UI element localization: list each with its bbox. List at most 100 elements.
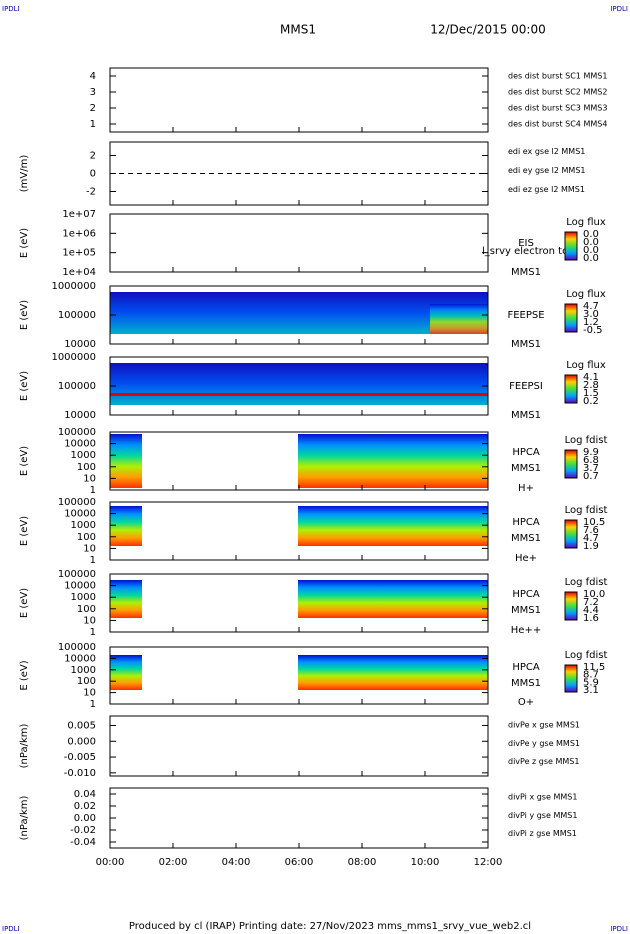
colorbar (564, 374, 578, 404)
colorbar-tick-label: 11.5 (583, 662, 605, 673)
y-tick-label: 0.04 (74, 789, 96, 800)
y-tick-label: 1 (90, 485, 96, 496)
colorbar (564, 231, 578, 261)
colorbar-tick-label: 4.7 (583, 533, 599, 544)
colorbar-tick-label: 6.8 (583, 455, 599, 466)
series-label: edi ez gse l2 MMS1 (508, 185, 585, 194)
colorbar-tick-label: 3.0 (583, 309, 599, 320)
colorbar-tick-label: 10.0 (583, 589, 605, 600)
colorbar-tick-label: 3.7 (583, 463, 599, 474)
instrument-label: HPCA (512, 589, 540, 600)
y-tick-label: 10 (83, 688, 96, 699)
y-tick-label: 100000 (58, 427, 96, 438)
y-tick-label: 0.00 (74, 813, 96, 824)
colorbar-title: Log fdist (565, 505, 608, 516)
colorbar-tick-label: 0.2 (583, 396, 599, 407)
colorbar-tick-label: 0.0 (583, 229, 599, 240)
y-axis-label: E (eV) (19, 588, 30, 618)
series-label: divPe x gse MMS1 (508, 721, 580, 730)
instrument-label: FEEPSI (509, 381, 543, 392)
colorbar-tick-label: 0.0 (583, 237, 599, 248)
x-tick-label: 02:00 (159, 857, 188, 868)
spectrogram-fill (110, 506, 142, 546)
instrument-label: HPCA (512, 447, 540, 458)
spacecraft-label: MMS1 (511, 463, 541, 474)
y-tick-label: 10 (83, 543, 96, 554)
spectrogram-fill (110, 393, 488, 396)
instrument-label: HPCA (512, 662, 540, 673)
spectrogram-fill (110, 434, 142, 488)
spectrogram-fill (110, 292, 488, 334)
colorbar-title: Log fdist (565, 577, 608, 588)
y-axis-label: E (eV) (19, 516, 30, 546)
colorbar (564, 519, 578, 549)
y-tick-label: 1e+06 (62, 228, 96, 239)
y-tick-label: 0.005 (67, 720, 96, 731)
y-tick-label: 10000 (64, 653, 96, 664)
colorbar-tick-label: 7.2 (583, 597, 599, 608)
corner-tag: IPDLI (610, 925, 628, 933)
corner-tag: IPDLI (2, 925, 20, 933)
colorbar-tick-label: 1.5 (583, 388, 599, 399)
y-tick-label: 1000 (71, 592, 96, 603)
footer-text: Produced by cl (IRAP) Printing date: 27/… (129, 921, 531, 932)
y-tick-label: 1e+04 (62, 267, 96, 278)
spectrogram-fill (298, 434, 488, 488)
y-axis-label: E (eV) (19, 228, 30, 258)
y-tick-label: 100 (77, 604, 96, 615)
y-tick-label: -0.005 (64, 752, 96, 763)
x-tick-label: 06:00 (285, 857, 314, 868)
y-tick-label: 0 (90, 169, 96, 180)
series-label: des dist burst SC3 MMS3 (508, 104, 607, 113)
series-label: des dist burst SC2 MMS2 (508, 88, 607, 97)
y-tick-label: -0.02 (70, 825, 96, 836)
colorbar-tick-label: 4.4 (583, 605, 599, 616)
spectrogram-fill (110, 580, 142, 618)
y-axis-label: E (eV) (19, 660, 30, 690)
y-tick-label: 2 (90, 103, 96, 114)
y-tick-label: 100000 (58, 310, 96, 321)
y-axis-label: E (eV) (19, 371, 30, 401)
y-axis-label: E (eV) (19, 446, 30, 476)
series-label: edi ex gse l2 MMS1 (508, 147, 585, 156)
y-tick-label: 10000 (64, 439, 96, 450)
colorbar-title: Log fdist (565, 435, 608, 446)
spacecraft-label: MMS1 (511, 267, 541, 278)
colorbar-title: Log flux (566, 360, 606, 371)
y-tick-label: 1 (90, 119, 96, 130)
y-tick-label: 1e+05 (62, 248, 96, 259)
colorbar-tick-label: 9.9 (583, 447, 599, 458)
y-tick-label: 10000 (64, 581, 96, 592)
spacecraft-label: MMS1 (511, 339, 541, 350)
y-tick-label: 1000 (71, 520, 96, 531)
y-tick-label: 10000 (64, 339, 96, 350)
x-tick-label: 00:00 (96, 857, 125, 868)
colorbar-tick-label: 0.0 (583, 245, 599, 256)
species-label: He++ (511, 625, 541, 636)
series-label: edi ey gse l2 MMS1 (508, 166, 586, 175)
corner-tag: IPDLI (2, 5, 20, 13)
colorbar (564, 591, 578, 621)
colorbar-tick-label: 8.7 (583, 670, 599, 681)
colorbar-tick-label: 0.0 (583, 253, 599, 264)
spectrogram-fill (110, 363, 488, 405)
spectrogram-fill (298, 506, 488, 546)
date: 12/Dec/2015 00:00 (430, 23, 546, 37)
spectrogram-fill (298, 655, 488, 690)
spectrogram-fill (110, 655, 142, 690)
y-tick-label: 100000 (58, 642, 96, 653)
x-tick-label: 12:00 (474, 857, 503, 868)
x-tick-label: 08:00 (348, 857, 377, 868)
y-axis-label: (nPa/km) (19, 796, 30, 841)
colorbar-title: Log flux (566, 289, 606, 300)
series-label: divPi y gse MMS1 (508, 811, 577, 820)
y-tick-label: 1000000 (51, 352, 96, 363)
corner-tag: IPDLI (610, 5, 628, 13)
y-tick-label: 2 (90, 151, 96, 162)
colorbar (564, 303, 578, 333)
colorbar-tick-label: 4.7 (583, 301, 599, 312)
y-tick-label: -0.04 (70, 837, 96, 848)
series-label: des dist burst SC1 MMS1 (508, 72, 607, 81)
series-label: des dist burst SC4 MMS4 (508, 120, 607, 129)
